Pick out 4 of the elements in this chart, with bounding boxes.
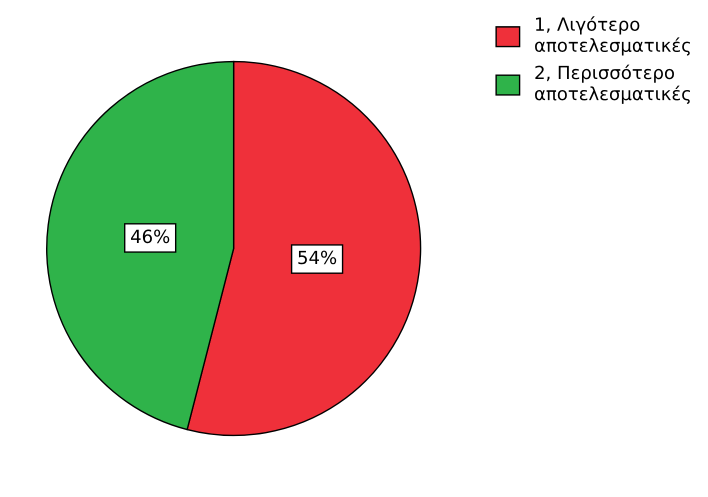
legend-label: 1, Λιγότερο αποτελεσματικές xyxy=(535,16,690,56)
data-label: 46% xyxy=(131,230,170,244)
data-label: 54% xyxy=(298,250,336,264)
legend-label: 2, Περισσότερο αποτελεσματικές xyxy=(535,64,690,104)
